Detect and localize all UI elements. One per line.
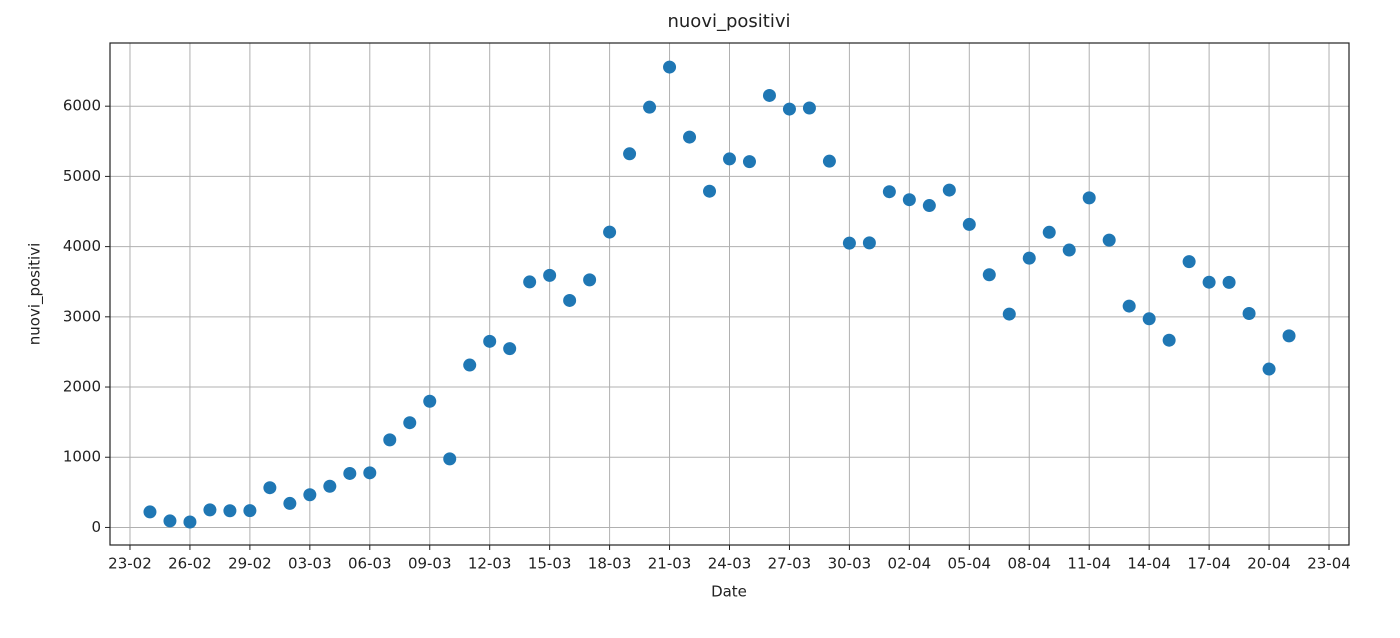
point xyxy=(343,466,357,480)
y-tick-label: 6000 xyxy=(63,97,101,115)
point xyxy=(942,183,956,197)
y-tick-label: 4000 xyxy=(63,237,101,255)
point xyxy=(243,504,257,518)
point xyxy=(403,416,417,430)
y-tick-label: 0 xyxy=(91,518,101,536)
point xyxy=(1102,233,1116,247)
y-tick-label: 3000 xyxy=(63,307,101,325)
point xyxy=(882,185,896,199)
point xyxy=(663,60,677,74)
point xyxy=(603,225,617,239)
point xyxy=(303,488,317,502)
point xyxy=(1002,307,1016,321)
x-tick-label: 26-02 xyxy=(168,555,212,573)
point xyxy=(1122,299,1136,313)
x-tick-label: 09-03 xyxy=(408,555,452,573)
point xyxy=(443,452,457,466)
point xyxy=(143,505,157,519)
x-tick-label: 24-03 xyxy=(708,555,752,573)
point xyxy=(1242,307,1256,321)
point xyxy=(563,293,577,307)
point xyxy=(363,466,377,480)
point xyxy=(1142,312,1156,326)
point xyxy=(1202,275,1216,289)
point xyxy=(683,130,697,144)
x-tick-label: 29-02 xyxy=(228,555,272,573)
point xyxy=(523,275,537,289)
x-tick-label: 20-04 xyxy=(1247,555,1291,573)
point xyxy=(423,394,437,408)
point xyxy=(483,334,497,348)
point xyxy=(922,199,936,213)
point xyxy=(1182,255,1196,269)
x-tick-label: 18-03 xyxy=(588,555,632,573)
point xyxy=(762,88,776,102)
plot-frame xyxy=(109,42,1350,546)
point xyxy=(862,236,876,250)
point xyxy=(383,433,397,447)
point xyxy=(623,147,637,161)
point xyxy=(703,184,717,198)
point xyxy=(163,514,177,528)
x-tick-label: 23-02 xyxy=(108,555,152,573)
point xyxy=(323,479,337,493)
point xyxy=(842,236,856,250)
x-tick-label: 17-04 xyxy=(1187,555,1231,573)
point xyxy=(583,273,597,287)
x-tick-label: 23-04 xyxy=(1307,555,1351,573)
point xyxy=(463,358,477,372)
point xyxy=(982,268,996,282)
point xyxy=(1022,251,1036,265)
point xyxy=(1062,243,1076,257)
x-tick-label: 14-04 xyxy=(1127,555,1171,573)
point xyxy=(183,515,197,529)
x-axis-label: Date xyxy=(711,583,747,601)
y-axis-label: nuovi_positivi xyxy=(26,243,45,346)
point xyxy=(902,193,916,207)
point xyxy=(223,504,237,518)
chart-title: nuovi_positivi xyxy=(667,11,790,32)
point xyxy=(283,496,297,510)
point xyxy=(1282,329,1296,343)
x-tick-label: 12-03 xyxy=(468,555,512,573)
point xyxy=(742,155,756,169)
point xyxy=(782,102,796,116)
x-tick-label: 27-03 xyxy=(768,555,812,573)
x-tick-label: 21-03 xyxy=(648,555,692,573)
y-tick-label: 5000 xyxy=(63,167,101,185)
point xyxy=(1162,333,1176,347)
x-tick-label: 15-03 xyxy=(528,555,572,573)
x-tick-label: 08-04 xyxy=(1007,555,1051,573)
point xyxy=(723,152,736,166)
point xyxy=(203,503,217,517)
point xyxy=(822,154,836,168)
y-tick-label: 1000 xyxy=(63,448,101,466)
point xyxy=(962,217,976,231)
point xyxy=(1262,362,1276,376)
x-tick-label: 11-04 xyxy=(1067,555,1111,573)
x-tick-label: 05-04 xyxy=(948,555,992,573)
point xyxy=(1082,191,1096,205)
point xyxy=(1222,275,1236,289)
point xyxy=(1042,225,1056,239)
point xyxy=(802,101,816,115)
x-tick-label: 06-03 xyxy=(348,555,392,573)
point xyxy=(503,342,517,356)
point xyxy=(543,268,557,282)
x-tick-label: 03-03 xyxy=(288,555,332,573)
x-tick-label: 30-03 xyxy=(828,555,872,573)
point xyxy=(643,100,657,114)
x-tick-label: 02-04 xyxy=(888,555,932,573)
y-tick-label: 2000 xyxy=(63,378,101,396)
point xyxy=(263,481,277,495)
